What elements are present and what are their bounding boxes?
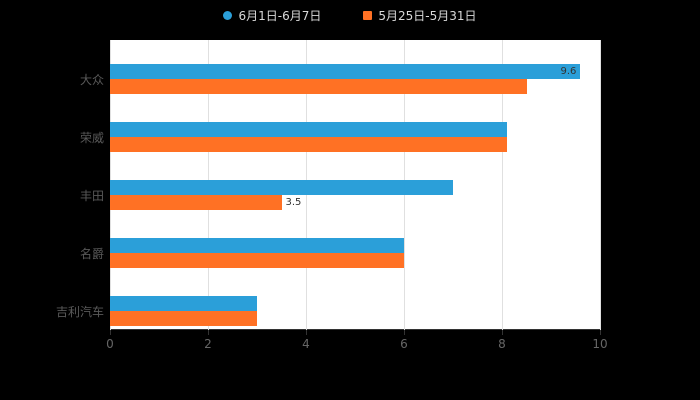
category-label: 吉利汽车 [55, 305, 104, 319]
axis-tick [403, 330, 405, 335]
legend-circle-marker-icon [223, 11, 233, 20]
x-tick-label: 10 [592, 337, 608, 351]
bar-series0-大众[interactable] [110, 64, 581, 79]
category-label: 荣威 [79, 131, 104, 145]
bar-series1-名爵[interactable] [110, 253, 404, 268]
category-label: 名爵 [79, 247, 104, 261]
x-tick-label: 8 [498, 337, 506, 351]
category-label: 丰田 [79, 189, 104, 203]
axis-tick [305, 330, 307, 335]
gridline [599, 40, 601, 330]
plot-area: 9.6 3.5 [110, 40, 601, 335]
axis-tick [207, 330, 209, 335]
legend: 6月1日-6月7日 5月25日-5月31日 [0, 7, 700, 24]
axis-tick [110, 330, 111, 335]
bar-series0-名爵[interactable] [110, 238, 404, 253]
x-tick-label: 4 [302, 337, 310, 351]
bar-series1-荣威[interactable] [110, 137, 507, 152]
gridline [501, 40, 503, 330]
bar-series1-吉利汽车[interactable] [110, 311, 257, 326]
bar-value-label: 9.6 [560, 66, 577, 77]
bar-series0-荣威[interactable] [110, 122, 507, 137]
x-tick-label: 0 [106, 337, 114, 351]
legend-item-week-previous[interactable]: 5月25日-5月31日 [363, 7, 477, 24]
category-label: 大众 [79, 73, 104, 87]
x-axis-line [110, 329, 600, 330]
axis-tick [501, 330, 503, 335]
axis-tick [599, 330, 601, 335]
bar-series0-吉利汽车[interactable] [110, 296, 257, 311]
legend-item-week-current[interactable]: 6月1日-6月7日 [223, 7, 321, 24]
x-tick-label: 2 [204, 337, 212, 351]
bar-series0-丰田[interactable] [110, 180, 453, 195]
legend-label-week-previous: 5月25日-5月31日 [378, 9, 477, 23]
bar-series1-大众[interactable] [110, 79, 527, 94]
legend-square-marker-icon [363, 11, 373, 20]
x-tick-label: 6 [400, 337, 408, 351]
legend-label-week-current: 6月1日-6月7日 [238, 9, 322, 23]
bar-value-label: 3.5 [285, 197, 302, 208]
bar-series1-丰田[interactable] [110, 195, 282, 210]
